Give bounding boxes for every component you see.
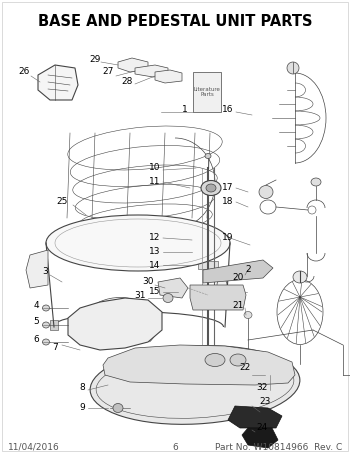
Text: 15: 15 <box>149 288 161 297</box>
Text: 11: 11 <box>149 178 161 187</box>
Text: 12: 12 <box>149 233 161 242</box>
Text: 27: 27 <box>102 67 114 77</box>
Text: 6: 6 <box>33 336 39 344</box>
Ellipse shape <box>293 271 307 283</box>
Ellipse shape <box>230 354 246 366</box>
Text: 18: 18 <box>222 198 234 207</box>
Ellipse shape <box>201 180 221 196</box>
Text: 23: 23 <box>259 397 271 406</box>
Text: 31: 31 <box>134 291 146 300</box>
Text: 9: 9 <box>79 403 85 411</box>
Text: 11/04/2016: 11/04/2016 <box>8 443 60 452</box>
Ellipse shape <box>206 184 216 192</box>
Ellipse shape <box>42 322 49 328</box>
Ellipse shape <box>259 185 273 198</box>
Polygon shape <box>103 345 295 385</box>
Text: Part No. W10814966  Rev. C: Part No. W10814966 Rev. C <box>215 443 342 452</box>
Bar <box>198 234 218 242</box>
Ellipse shape <box>42 305 49 311</box>
Text: 32: 32 <box>256 384 268 392</box>
Text: 14: 14 <box>149 260 161 270</box>
Ellipse shape <box>266 395 273 401</box>
Polygon shape <box>135 65 168 77</box>
Text: 7: 7 <box>52 343 58 352</box>
Text: 3: 3 <box>42 268 48 276</box>
Text: 13: 13 <box>149 247 161 256</box>
Ellipse shape <box>205 154 211 159</box>
Text: 4: 4 <box>33 300 39 309</box>
Polygon shape <box>155 70 182 83</box>
Polygon shape <box>158 278 188 298</box>
Ellipse shape <box>90 346 300 424</box>
Polygon shape <box>203 260 273 283</box>
Ellipse shape <box>163 294 173 303</box>
Ellipse shape <box>287 62 299 74</box>
Text: 10: 10 <box>149 164 161 173</box>
Ellipse shape <box>42 339 49 345</box>
Polygon shape <box>68 298 162 350</box>
Text: Literature
Parts: Literature Parts <box>194 87 220 97</box>
Text: 20: 20 <box>232 274 244 283</box>
Text: 25: 25 <box>56 198 68 207</box>
Ellipse shape <box>311 178 321 186</box>
Bar <box>198 248 218 256</box>
Text: 17: 17 <box>222 183 234 193</box>
Polygon shape <box>242 428 278 448</box>
Ellipse shape <box>205 353 225 366</box>
Text: 24: 24 <box>256 424 268 433</box>
Text: BASE AND PEDESTAL UNIT PARTS: BASE AND PEDESTAL UNIT PARTS <box>38 14 312 29</box>
Text: 28: 28 <box>121 77 133 87</box>
Text: 8: 8 <box>79 384 85 392</box>
Ellipse shape <box>217 279 227 291</box>
Text: 5: 5 <box>33 318 39 327</box>
Text: 16: 16 <box>222 106 234 115</box>
Text: 30: 30 <box>142 278 154 286</box>
Text: 22: 22 <box>239 363 251 372</box>
Text: 2: 2 <box>245 265 251 275</box>
FancyBboxPatch shape <box>193 72 221 112</box>
Polygon shape <box>118 58 148 72</box>
Text: 29: 29 <box>89 56 101 64</box>
Ellipse shape <box>46 215 230 271</box>
Text: 6: 6 <box>172 443 178 452</box>
Ellipse shape <box>113 404 123 413</box>
Text: 21: 21 <box>232 300 244 309</box>
Polygon shape <box>26 250 48 288</box>
Polygon shape <box>190 285 246 310</box>
Text: 19: 19 <box>222 233 234 242</box>
Polygon shape <box>228 406 282 428</box>
Polygon shape <box>38 65 78 100</box>
Text: 1: 1 <box>182 106 188 115</box>
Bar <box>50 320 58 330</box>
Ellipse shape <box>244 312 252 318</box>
Bar <box>198 261 218 269</box>
Text: 26: 26 <box>18 67 30 77</box>
